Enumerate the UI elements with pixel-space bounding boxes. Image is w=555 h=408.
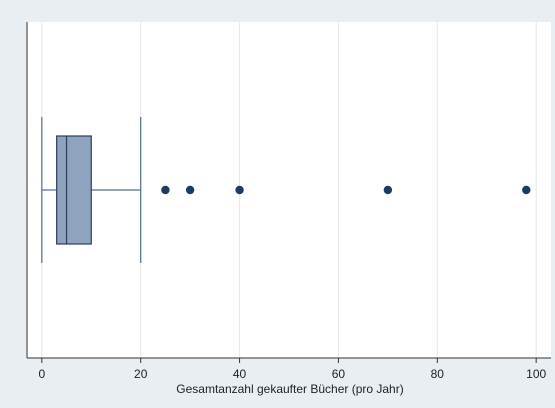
outlier-point [161, 185, 170, 195]
outlier-point [383, 185, 393, 195]
x-tick-label: 100 [526, 367, 546, 381]
outlier-points [161, 185, 531, 195]
x-tick-label: 80 [431, 367, 445, 381]
outlier-point [235, 185, 244, 195]
x-axis-ticks: 0 20 40 60 80 100 [38, 358, 547, 381]
x-tick-label: 20 [134, 367, 148, 381]
x-axis-label: Gesamtanzahl gekaufter Bücher (pro Jahr) [176, 382, 403, 396]
x-tick-label: 40 [233, 367, 247, 381]
outlier-point [522, 185, 531, 195]
interquartile-box [56, 135, 92, 245]
outlier-point [185, 185, 195, 195]
x-tick-label: 0 [38, 367, 45, 381]
x-tick-label: 60 [332, 367, 346, 381]
box-plot [41, 117, 142, 263]
